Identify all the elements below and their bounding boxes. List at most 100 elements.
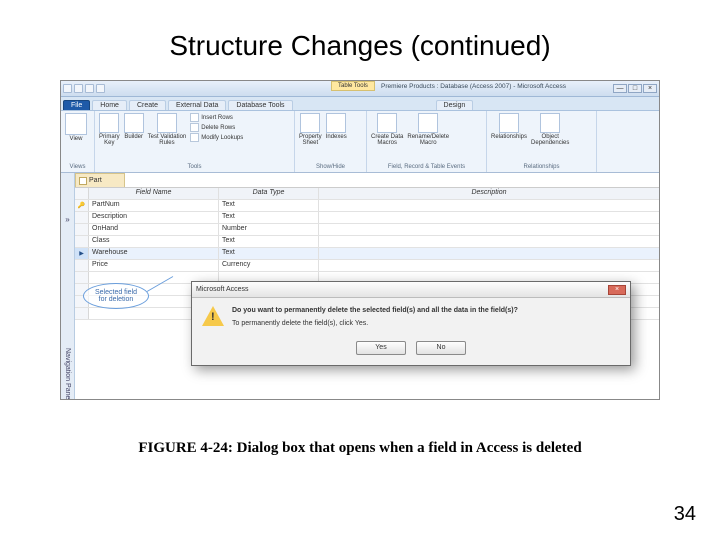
rename-delete-macro-button[interactable]: Rename/Delete Macro <box>407 113 449 146</box>
dialog-message-line1: Do you want to permanently delete the se… <box>232 306 518 316</box>
dialog-message-line2: To permanently delete the field(s), clic… <box>232 319 518 329</box>
cell-field-name[interactable]: Price <box>89 260 219 271</box>
table-row[interactable]: DescriptionText <box>75 212 659 224</box>
cell-field-name[interactable]: Class <box>89 236 219 247</box>
cell-description[interactable] <box>319 248 659 259</box>
cell-data-type[interactable]: Text <box>219 236 319 247</box>
cell-data-type[interactable]: Text <box>219 248 319 259</box>
callout-selected-field: Selected field for deletion <box>83 283 149 309</box>
cell-field-name[interactable]: OnHand <box>89 224 219 235</box>
confirm-delete-dialog: Microsoft Access × Do you want to perman… <box>191 281 631 366</box>
delete-rows-icon <box>190 123 199 132</box>
table-row[interactable]: 🔑PartNumText <box>75 200 659 212</box>
relationships-icon <box>499 113 519 133</box>
table-row[interactable]: PriceCurrency <box>75 260 659 272</box>
relationships-button[interactable]: Relationships <box>491 113 527 140</box>
dialog-no-button[interactable]: No <box>416 341 466 355</box>
navpane-expand-icon[interactable]: » <box>65 213 69 226</box>
cell-field-name[interactable]: Warehouse <box>89 248 219 259</box>
row-selector[interactable] <box>75 212 89 223</box>
group-label-showhide: Show/Hide <box>299 163 362 170</box>
ribbon-tab-external-data[interactable]: External Data <box>168 100 226 110</box>
quick-access-toolbar <box>63 84 105 93</box>
modify-lookups-button[interactable]: Modify Lookups <box>190 133 243 142</box>
row-selector[interactable]: 🔑 <box>75 200 89 211</box>
cell-data-type[interactable]: Number <box>219 224 319 235</box>
cell-description[interactable] <box>319 236 659 247</box>
cell-field-name[interactable]: PartNum <box>89 200 219 211</box>
navpane-label: Navigation Pane <box>64 348 71 399</box>
view-button[interactable]: View <box>65 113 87 142</box>
col-header-data-type[interactable]: Data Type <box>219 188 319 199</box>
rename-delete-macro-icon <box>418 113 438 133</box>
group-label-tools: Tools <box>99 163 290 170</box>
group-label-relationships: Relationships <box>491 163 592 170</box>
indexes-icon <box>326 113 346 133</box>
group-label-events: Field, Record & Table Events <box>371 163 482 170</box>
object-dependencies-button[interactable]: Object Dependencies <box>531 113 569 146</box>
create-macros-icon <box>377 113 397 133</box>
table-tools-contextual-tab: Table Tools <box>331 81 375 91</box>
cell-description[interactable] <box>319 224 659 235</box>
ribbon-tab-database-tools[interactable]: Database Tools <box>228 100 292 110</box>
col-header-field-name[interactable]: Field Name <box>89 188 219 199</box>
row-selector[interactable] <box>75 236 89 247</box>
cell-description[interactable] <box>319 212 659 223</box>
table-tab-label: Part <box>89 177 102 184</box>
dialog-titlebar: Microsoft Access × <box>192 282 630 298</box>
row-selector[interactable] <box>75 260 89 271</box>
qat-redo-icon[interactable] <box>96 84 105 93</box>
table-tab-part[interactable]: Part <box>75 173 125 187</box>
view-icon <box>65 113 87 135</box>
qat-undo-icon[interactable] <box>85 84 94 93</box>
table-row[interactable]: ▶WarehouseText <box>75 248 659 260</box>
delete-rows-button[interactable]: Delete Rows <box>190 123 243 132</box>
window-titlebar: Table Tools Premiere Products : Database… <box>61 81 659 97</box>
ribbon-tab-home[interactable]: Home <box>92 100 127 110</box>
table-row[interactable]: ClassText <box>75 236 659 248</box>
builder-icon <box>124 113 144 133</box>
test-validation-icon <box>157 113 177 133</box>
grid-header-row: Field Name Data Type Description <box>75 188 659 200</box>
navigation-pane-collapsed[interactable]: » Navigation Pane <box>61 173 75 399</box>
cell-data-type[interactable]: Currency <box>219 260 319 271</box>
dependencies-icon <box>540 113 560 133</box>
cell-data-type[interactable]: Text <box>219 212 319 223</box>
ribbon-tab-strip: File Home Create External Data Database … <box>61 97 659 111</box>
table-row[interactable]: OnHandNumber <box>75 224 659 236</box>
figure-caption: FIGURE 4-24: Dialog box that opens when … <box>0 440 720 457</box>
cell-data-type[interactable]: Text <box>219 200 319 211</box>
primary-key-icon <box>99 113 119 133</box>
window-title-text: Premiere Products : Database (Access 200… <box>381 83 566 90</box>
window-close-button[interactable]: × <box>643 84 657 93</box>
modify-lookups-icon <box>190 133 199 142</box>
group-label-views: Views <box>65 163 90 170</box>
slide-title: Structure Changes (continued) <box>0 0 720 80</box>
insert-rows-button[interactable]: Insert Rows <box>190 113 243 122</box>
row-selector[interactable]: ▶ <box>75 248 89 259</box>
create-data-macros-button[interactable]: Create Data Macros <box>371 113 403 146</box>
indexes-button[interactable]: Indexes <box>326 113 347 140</box>
ribbon-tab-create[interactable]: Create <box>129 100 166 110</box>
qat-access-icon[interactable] <box>63 84 72 93</box>
dialog-close-button[interactable]: × <box>608 285 626 295</box>
cell-field-name[interactable]: Description <box>89 212 219 223</box>
ribbon-tab-design[interactable]: Design <box>436 100 474 110</box>
window-minimize-button[interactable]: — <box>613 84 627 93</box>
primary-key-button[interactable]: Primary Key <box>99 113 120 146</box>
builder-button[interactable]: Builder <box>124 113 144 140</box>
window-maximize-button[interactable]: □ <box>628 84 642 93</box>
test-validation-button[interactable]: Test Validation Rules <box>148 113 187 146</box>
cell-description[interactable] <box>319 200 659 211</box>
ribbon-tab-file[interactable]: File <box>63 100 90 110</box>
cell-description[interactable] <box>319 260 659 271</box>
ribbon-body: View Views Primary Key Builder Test Vali… <box>61 111 659 173</box>
dialog-yes-button[interactable]: Yes <box>356 341 406 355</box>
table-icon <box>79 177 87 185</box>
row-selector[interactable] <box>75 224 89 235</box>
col-header-description[interactable]: Description <box>319 188 659 199</box>
page-number: 34 <box>674 503 696 526</box>
property-sheet-button[interactable]: Property Sheet <box>299 113 322 146</box>
qat-save-icon[interactable] <box>74 84 83 93</box>
dialog-title-text: Microsoft Access <box>196 286 249 293</box>
